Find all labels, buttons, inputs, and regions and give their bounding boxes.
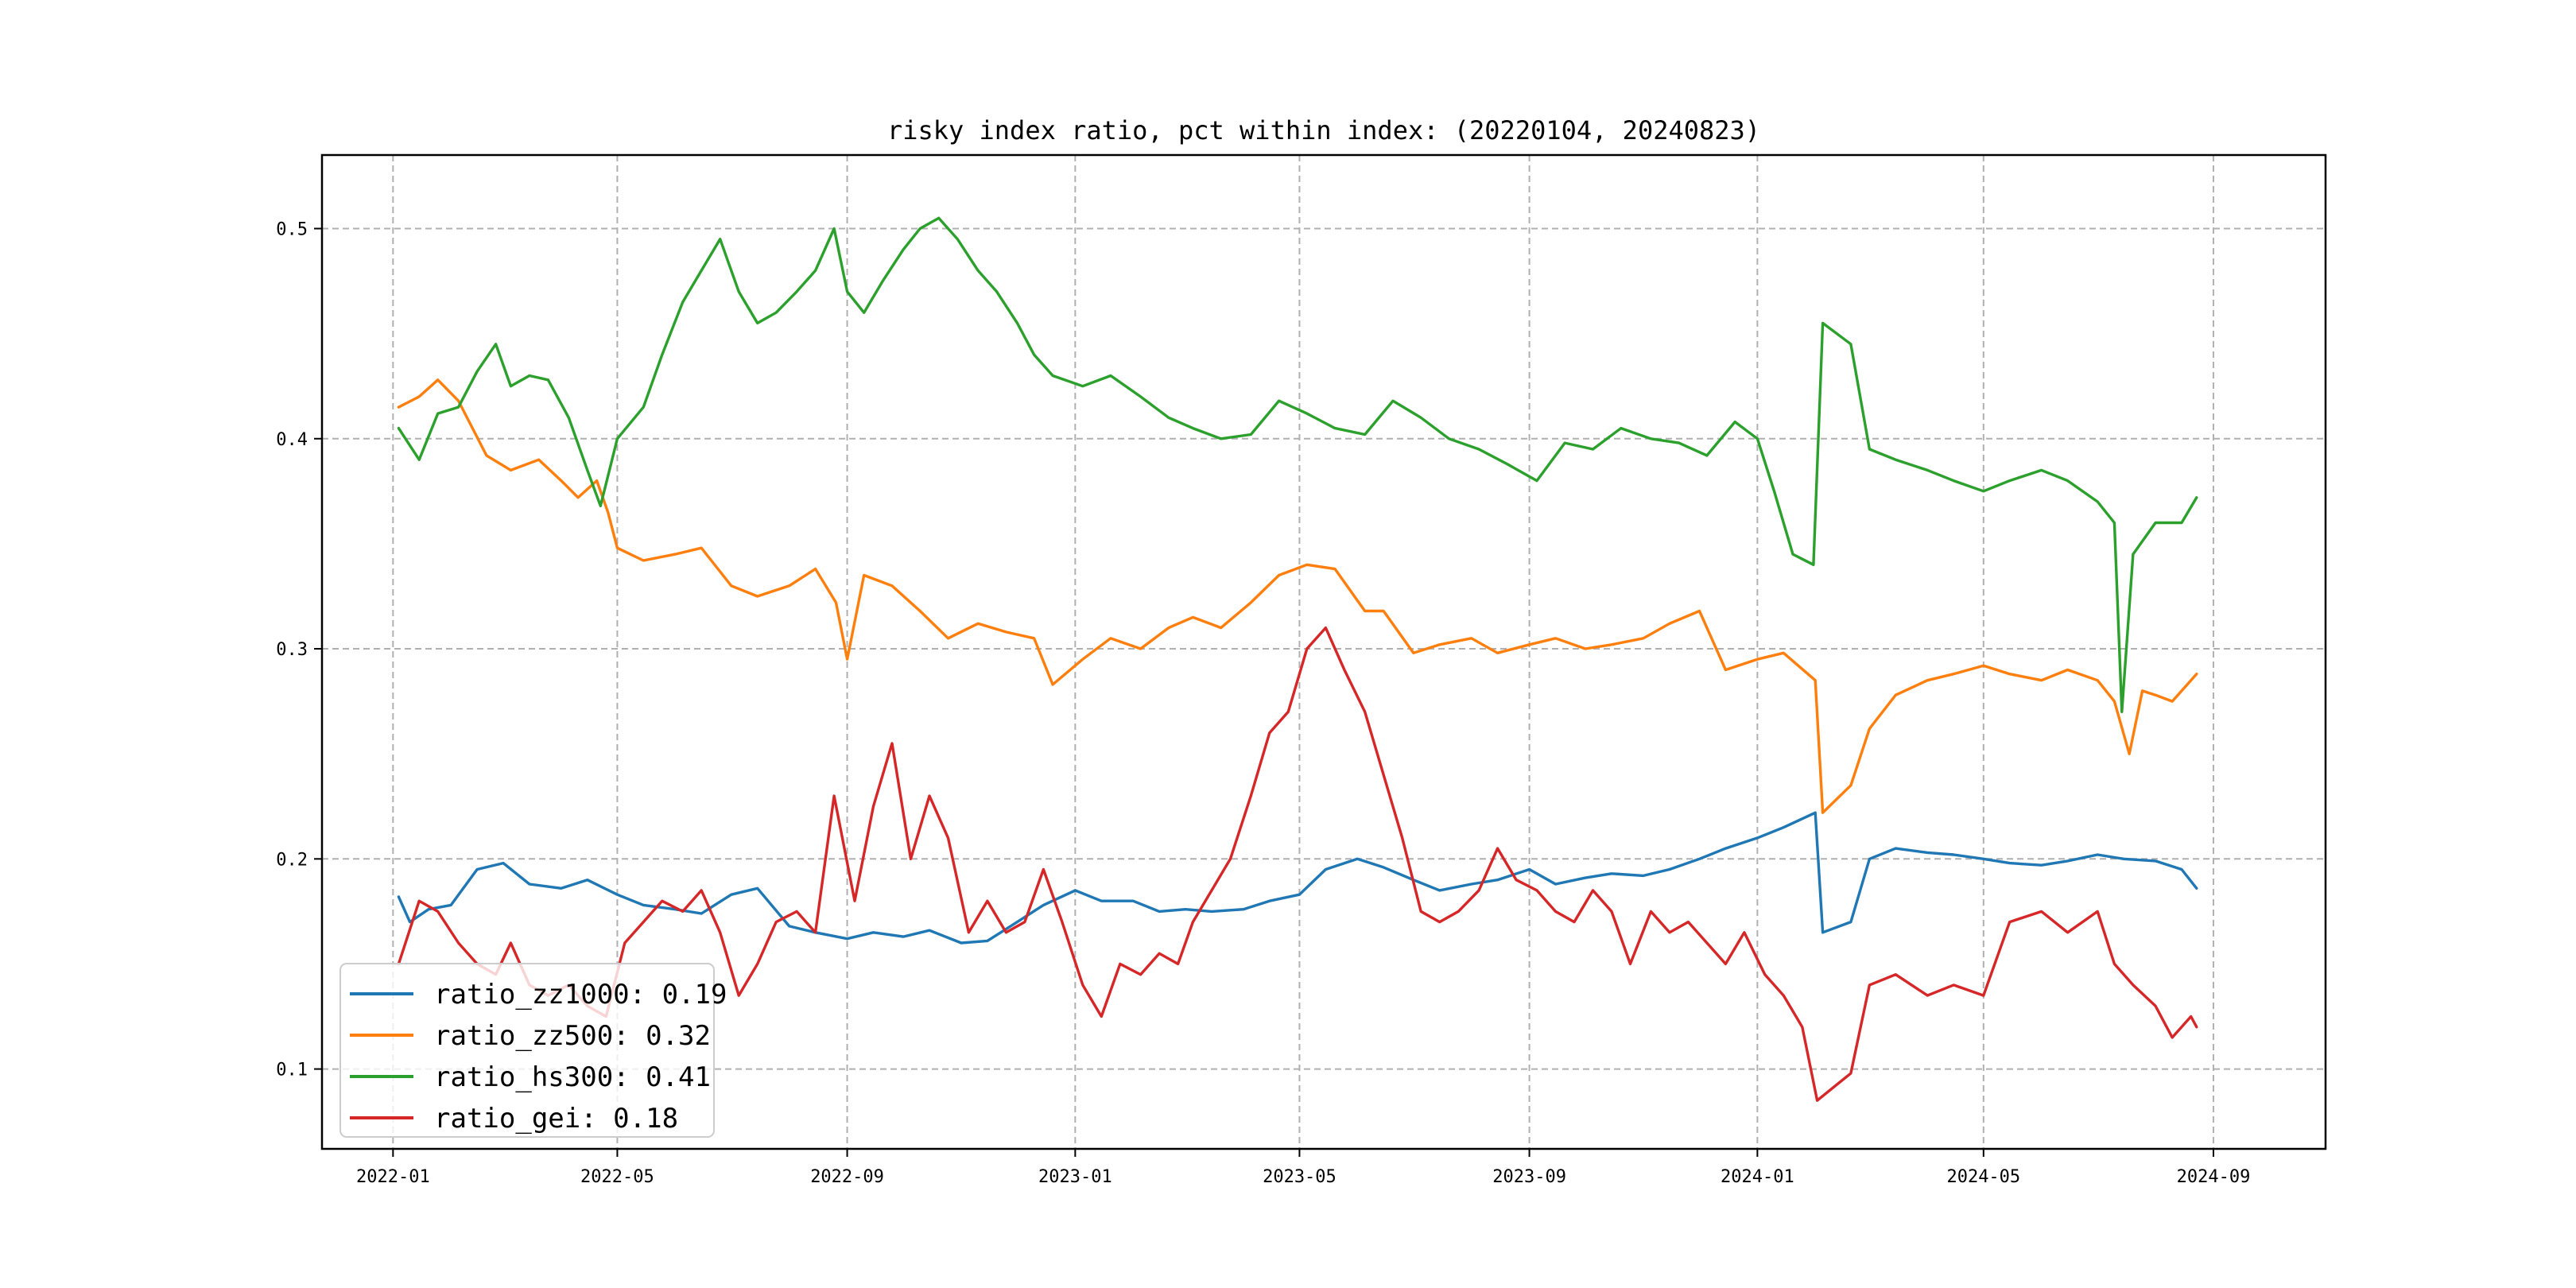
series-line-ratio_zz1000 — [397, 811, 2198, 945]
chart-title: risky index ratio, pct within index: (20… — [887, 115, 1760, 145]
x-tick-label: 2023-09 — [1492, 1167, 1566, 1187]
series-line-ratio_hs300 — [397, 216, 2198, 713]
legend-label-ratio_zz1000: ratio_zz1000: 0.19 — [434, 979, 727, 1011]
legend-label-ratio_hs300: ratio_hs300: 0.41 — [434, 1061, 711, 1093]
series-line-ratio_zz500 — [397, 378, 2198, 814]
legend: ratio_zz1000: 0.19 ratio_zz500: 0.32 ratio… — [339, 963, 727, 1138]
legend-label-ratio_gei: ratio_gei: 0.18 — [434, 1103, 678, 1135]
x-tick-label: 2023-01 — [1038, 1167, 1112, 1187]
y-tick-label: 0.4 — [276, 430, 308, 450]
x-tick-label: 2022-01 — [356, 1167, 430, 1187]
x-tick-label: 2022-09 — [810, 1167, 884, 1187]
series-layer — [397, 216, 2198, 1102]
x-tick-label: 2024-01 — [1721, 1167, 1794, 1187]
legend-box — [339, 963, 715, 1138]
x-tick-label: 2023-05 — [1263, 1167, 1336, 1187]
y-tick-label: 0.1 — [276, 1061, 308, 1080]
y-tick-label: 0.3 — [276, 640, 308, 660]
x-tick-label: 2024-09 — [2177, 1167, 2251, 1187]
x-tick-label: 2022-05 — [580, 1167, 654, 1187]
legend-label-ratio_zz500: ratio_zz500: 0.32 — [434, 1020, 711, 1052]
y-tick-label: 0.5 — [276, 219, 308, 239]
x-tick-label: 2024-05 — [1946, 1167, 2020, 1187]
plot-area-frame — [320, 153, 2327, 1150]
series-line-ratio_gei — [397, 626, 2198, 1102]
y-tick-label: 0.2 — [276, 850, 308, 870]
axis-ticks: 2022-01 2022-05 2022-09 2023-01 2023-05 2023-… — [276, 219, 2250, 1187]
